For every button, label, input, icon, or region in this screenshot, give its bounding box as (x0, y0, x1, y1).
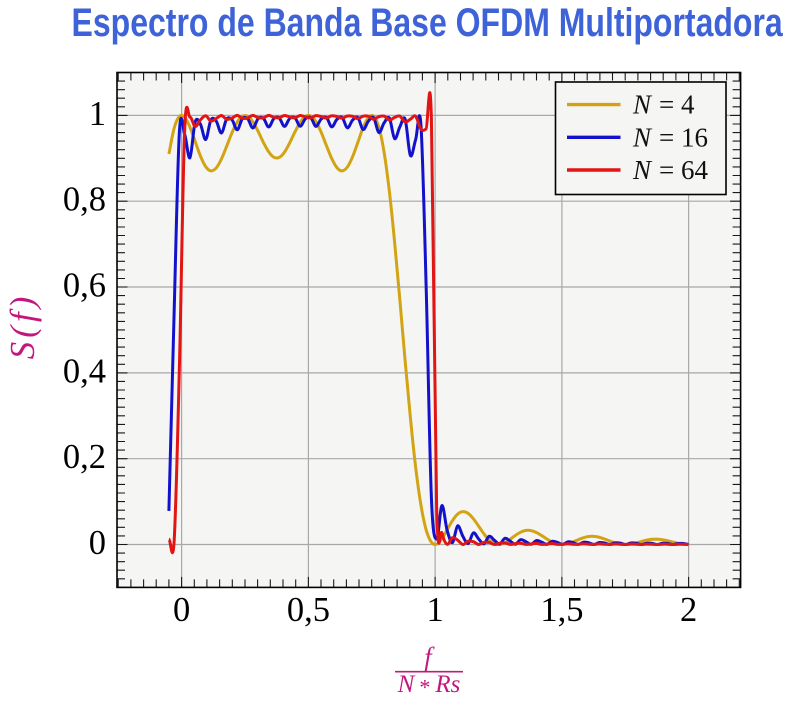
svg-text:S(f): S(f) (3, 293, 42, 360)
svg-text:2: 2 (680, 591, 697, 629)
svg-text:1: 1 (89, 95, 106, 133)
svg-text:0,6: 0,6 (63, 267, 106, 305)
svg-text:N=64: N = 64 (632, 155, 709, 185)
svg-text:N * Rs: N * Rs (397, 671, 461, 700)
svg-text:0: 0 (89, 524, 106, 562)
svg-text:0: 0 (173, 591, 190, 629)
svg-text:f: f (424, 643, 435, 672)
svg-text:N=4: N = 4 (632, 90, 695, 120)
svg-text:0,4: 0,4 (63, 352, 106, 390)
svg-text:0,5: 0,5 (287, 591, 330, 629)
svg-text:1,5: 1,5 (540, 591, 583, 629)
svg-text:1: 1 (426, 591, 443, 629)
svg-text:0,2: 0,2 (63, 438, 106, 476)
svg-text:0,8: 0,8 (63, 181, 106, 219)
svg-text:N=16: N = 16 (632, 122, 708, 152)
